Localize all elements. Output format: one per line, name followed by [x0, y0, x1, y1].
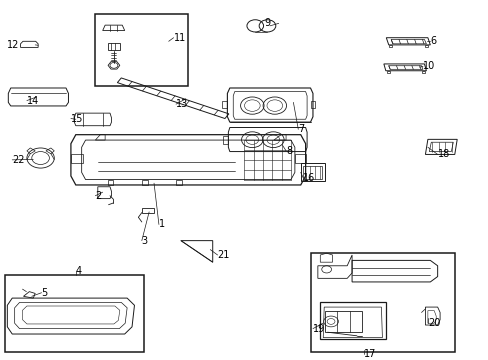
Text: 3: 3 — [142, 236, 148, 246]
Text: 15: 15 — [71, 113, 83, 123]
Bar — [310, 253, 454, 352]
Text: 17: 17 — [364, 349, 376, 359]
Text: 13: 13 — [176, 99, 188, 109]
Text: 18: 18 — [437, 149, 449, 159]
Text: 4: 4 — [76, 266, 82, 276]
Text: 6: 6 — [429, 36, 436, 46]
Text: 16: 16 — [303, 173, 315, 183]
Text: 22: 22 — [12, 155, 25, 165]
Text: 10: 10 — [422, 62, 434, 71]
Text: 12: 12 — [7, 40, 20, 50]
Text: 20: 20 — [427, 318, 439, 328]
Bar — [320, 302, 386, 339]
Text: 1: 1 — [159, 220, 165, 229]
Text: 5: 5 — [41, 288, 48, 298]
Bar — [95, 14, 188, 86]
Text: 21: 21 — [217, 250, 229, 260]
Text: 8: 8 — [285, 146, 292, 156]
Bar — [5, 275, 144, 352]
Text: 7: 7 — [298, 124, 304, 134]
Text: 11: 11 — [173, 33, 185, 43]
Text: 14: 14 — [27, 95, 39, 105]
Text: 19: 19 — [312, 324, 325, 334]
Text: 2: 2 — [95, 191, 102, 201]
Text: 9: 9 — [264, 18, 270, 28]
